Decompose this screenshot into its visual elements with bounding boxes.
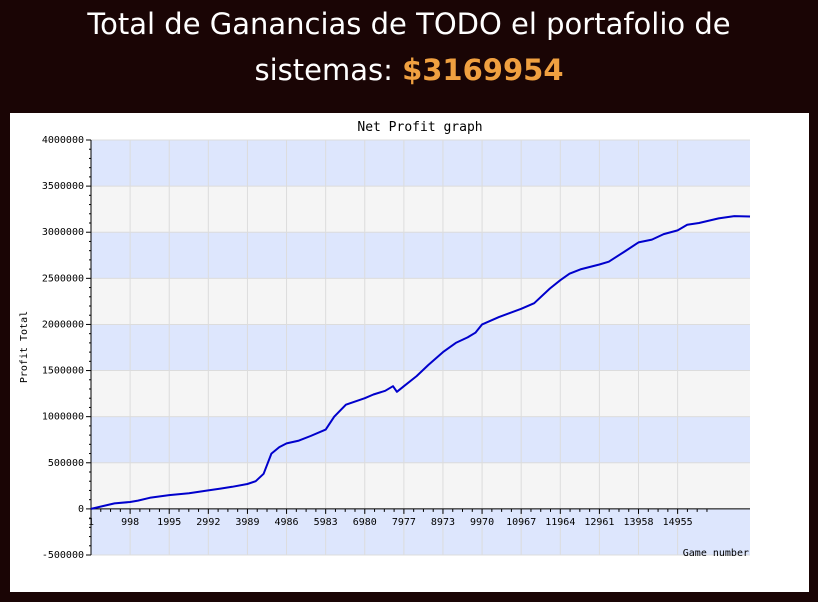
y-tick-label: 2500000 bbox=[42, 273, 84, 284]
plot-bands bbox=[91, 140, 750, 555]
y-tick-label: 4000000 bbox=[42, 135, 84, 146]
plot-band bbox=[91, 462, 750, 509]
x-tick-label: 9970 bbox=[470, 517, 494, 528]
plot-band bbox=[91, 278, 750, 325]
y-axis-label: Profit Total bbox=[19, 311, 30, 383]
plot-ticks: 4000000350000030000002500000200000015000… bbox=[42, 135, 708, 561]
y-tick-label: 2000000 bbox=[42, 319, 84, 330]
plot-band bbox=[91, 508, 750, 555]
x-axis-label: Game number bbox=[683, 548, 749, 559]
x-tick-label: 3989 bbox=[235, 517, 259, 528]
net-profit-line bbox=[90, 215, 751, 510]
plot-band bbox=[91, 416, 750, 463]
x-tick-label: 12961 bbox=[584, 517, 614, 528]
page-headline: Total de Ganancias de TODO el portafolio… bbox=[0, 0, 818, 93]
plot-band bbox=[91, 370, 750, 417]
headline-line-1: Total de Ganancias de TODO el portafolio… bbox=[87, 7, 731, 41]
plot-band bbox=[91, 324, 750, 371]
y-tick-label: -500000 bbox=[42, 550, 84, 561]
plot-axes bbox=[90, 140, 750, 555]
y-tick-label: 500000 bbox=[48, 458, 84, 469]
y-tick-label: 1000000 bbox=[42, 412, 84, 423]
plot-band bbox=[91, 140, 750, 187]
plot-series bbox=[90, 215, 751, 510]
chart-panel: 4000000 3500000 3000000 2500000 2000000 15000… bbox=[10, 113, 809, 592]
x-tick-label: 13958 bbox=[623, 517, 653, 528]
headline-line-2: sistemas: $3169954 bbox=[0, 47, 818, 93]
plot-grid bbox=[90, 139, 750, 556]
net-profit-chart: 4000000350000030000002500000200000015000… bbox=[19, 120, 751, 561]
x-tick-label: 4986 bbox=[275, 517, 299, 528]
x-tick-label: 6980 bbox=[353, 517, 377, 528]
chart-title: Net Profit graph bbox=[357, 120, 482, 135]
x-tick-label: 11964 bbox=[545, 517, 575, 528]
total-profit-amount: $3169954 bbox=[402, 53, 564, 87]
x-tick-label: 7977 bbox=[392, 517, 416, 528]
plot-band bbox=[91, 232, 750, 279]
y-tick-label: 3000000 bbox=[42, 227, 84, 238]
x-tick-label: 2992 bbox=[196, 517, 220, 528]
x-tick-label: 1995 bbox=[157, 517, 181, 528]
plot-band bbox=[91, 186, 750, 233]
y-tick-label: 1500000 bbox=[42, 366, 84, 377]
headline-prefix: sistemas: bbox=[254, 53, 403, 87]
y-tick-label: 0 bbox=[78, 504, 84, 515]
x-tick-label: 14955 bbox=[663, 517, 693, 528]
x-tick-label: 998 bbox=[121, 517, 139, 528]
y-tick-label: 3500000 bbox=[42, 181, 84, 192]
x-tick-label: 1 bbox=[88, 517, 94, 528]
x-tick-label: 8973 bbox=[431, 517, 455, 528]
x-tick-label: 10967 bbox=[506, 517, 536, 528]
x-tick-label: 5983 bbox=[314, 517, 338, 528]
